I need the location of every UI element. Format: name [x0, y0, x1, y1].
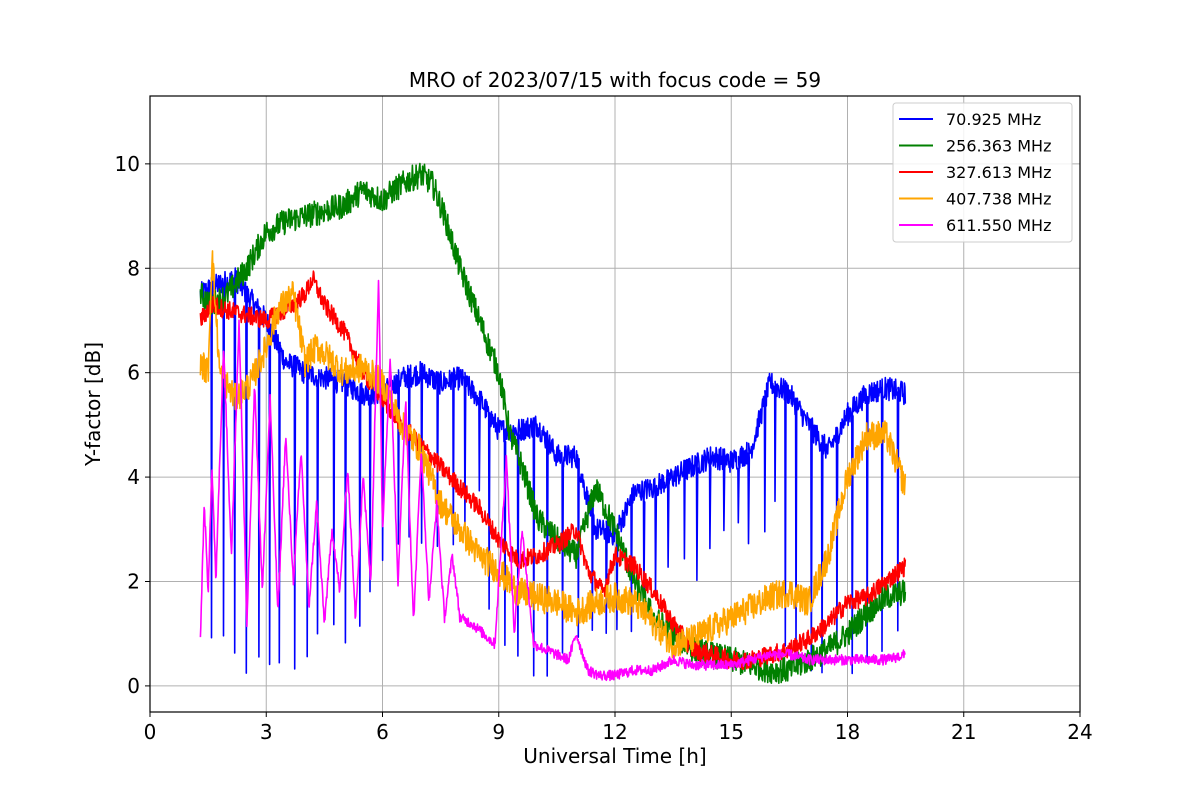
legend-label: 611.550 MHz	[946, 216, 1051, 235]
y-axis-label: Y-factor [dB]	[81, 342, 105, 467]
x-tick-label: 3	[260, 720, 273, 744]
y-tick-label: 4	[127, 465, 140, 489]
legend-label: 70.925 MHz	[946, 110, 1041, 129]
series-line-4	[199, 250, 907, 660]
y-tick-label: 10	[115, 152, 140, 176]
x-tick-label: 0	[144, 720, 157, 744]
y-tick-label: 0	[127, 674, 140, 698]
series-line-1	[199, 267, 907, 677]
x-tick-label: 9	[492, 720, 505, 744]
x-axis-label: Universal Time [h]	[523, 744, 706, 768]
y-tick-label: 8	[127, 256, 140, 280]
x-tick-label: 21	[951, 720, 976, 744]
legend-label: 327.613 MHz	[946, 163, 1051, 182]
x-tick-label: 6	[376, 720, 389, 744]
y-tick-label: 6	[127, 361, 140, 385]
x-tick-label: 12	[602, 720, 627, 744]
x-tick-label: 18	[835, 720, 860, 744]
series-line-2	[199, 162, 907, 684]
chart-title: MRO of 2023/07/15 with focus code = 59	[409, 68, 821, 92]
legend-label: 256.363 MHz	[946, 137, 1051, 156]
legend-label: 407.738 MHz	[946, 190, 1051, 209]
x-tick-label: 15	[719, 720, 744, 744]
series-line-5	[199, 279, 906, 682]
x-tick-label: 24	[1067, 720, 1092, 744]
y-tick-label: 2	[127, 569, 140, 593]
legend-box	[892, 102, 1073, 243]
legend: 70.925 MHz 256.363 MHz 327.613 MHz 407.738 …	[892, 102, 1073, 243]
series-group	[199, 162, 907, 684]
